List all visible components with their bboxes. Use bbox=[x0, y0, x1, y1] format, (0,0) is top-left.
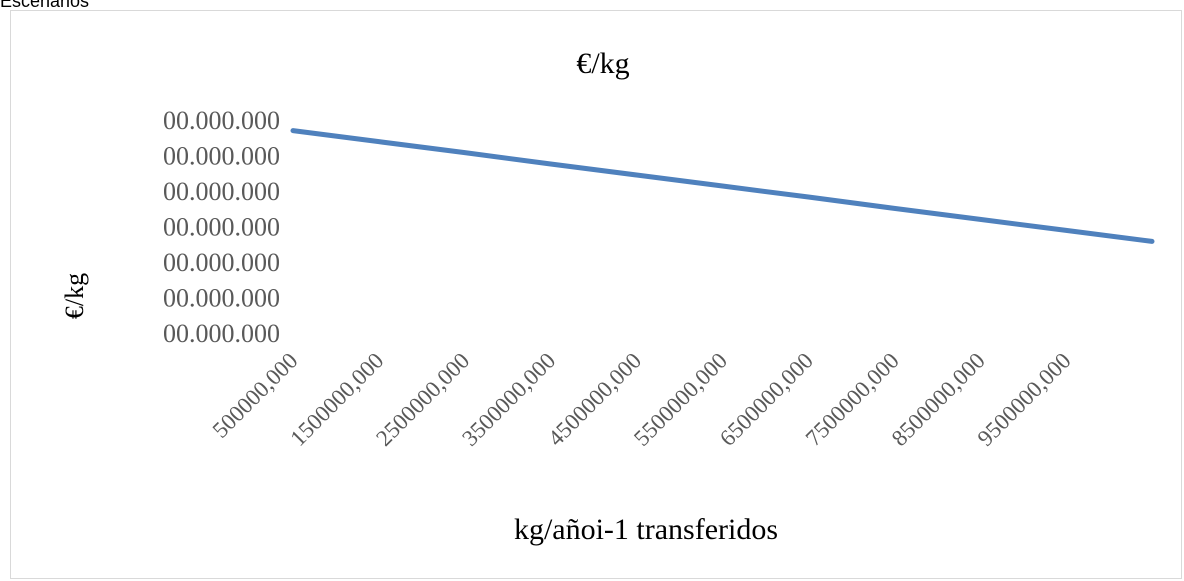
y-tick-label: 00.000.000 bbox=[163, 106, 280, 135]
y-tick-label: 00.000.000 bbox=[163, 213, 280, 242]
series-line-0 bbox=[290, 128, 1155, 244]
y-axis-label: €/kg bbox=[60, 273, 89, 319]
y-axis-ticks: 00.000.000 00.000.000 00.000.000 00.000.000… bbox=[163, 106, 280, 348]
chart-caption: Escenarios bbox=[0, 0, 90, 11]
chart-frame bbox=[10, 10, 1182, 579]
series-group bbox=[290, 128, 1155, 244]
y-tick-label: 00.000.000 bbox=[163, 284, 280, 313]
chart-title: €/kg bbox=[576, 47, 629, 80]
y-tick-label: 00.000.000 bbox=[163, 142, 280, 171]
x-axis-ticks: 500000,0001500000,0002500000,0003500000,… bbox=[208, 348, 1076, 451]
y-tick-label: 00.000.000 bbox=[163, 248, 280, 277]
x-tick-label: 500000,000 bbox=[208, 348, 303, 443]
y-tick-label: 00.000.000 bbox=[163, 177, 280, 206]
x-tick-label: 9500000,000 bbox=[973, 348, 1076, 451]
x-axis-label: kg/añoi-1 transferidos bbox=[514, 513, 778, 546]
y-tick-label: 00.000.000 bbox=[163, 319, 280, 348]
